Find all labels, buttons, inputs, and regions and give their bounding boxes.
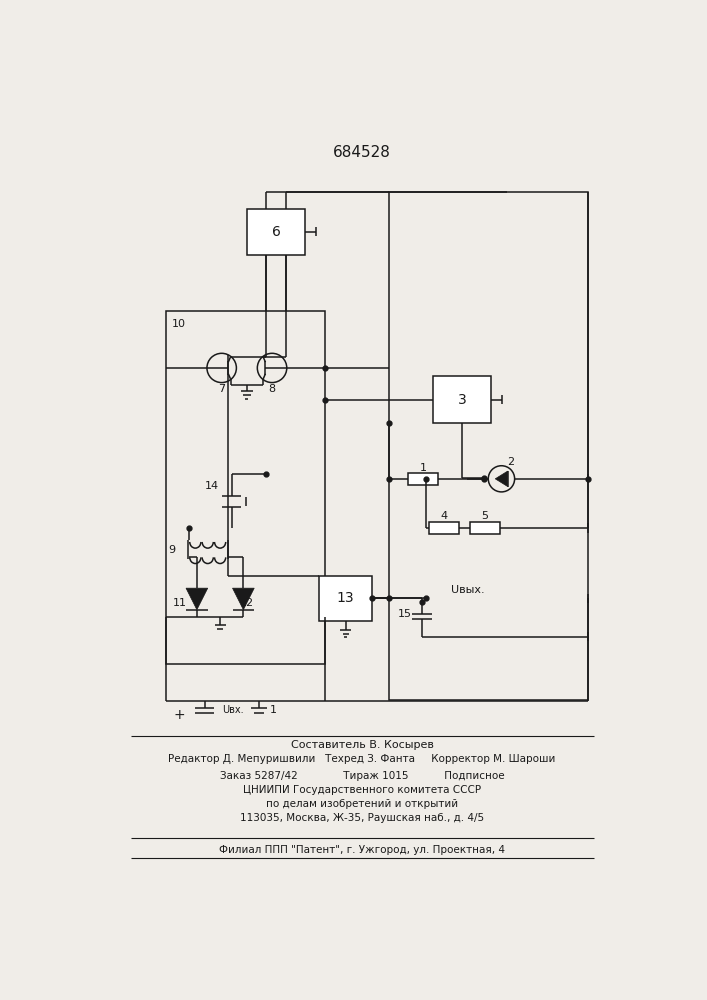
Bar xyxy=(409,473,438,485)
Text: 15: 15 xyxy=(397,609,411,619)
Text: Uвх.: Uвх. xyxy=(222,705,243,715)
Text: 4: 4 xyxy=(440,511,448,521)
Text: по делам изобретений и открытий: по делам изобретений и открытий xyxy=(266,799,458,809)
Bar xyxy=(433,376,491,423)
Text: 11: 11 xyxy=(173,598,187,608)
Text: Заказ 5287/42              Тираж 1015           Подписное: Заказ 5287/42 Тираж 1015 Подписное xyxy=(220,771,504,781)
Text: 7: 7 xyxy=(218,384,226,394)
Text: 14: 14 xyxy=(205,481,219,491)
Text: Филиал ППП "Патент", г. Ужгород, ул. Проектная, 4: Филиал ППП "Патент", г. Ужгород, ул. Про… xyxy=(219,845,505,855)
Text: 10: 10 xyxy=(172,319,186,329)
Bar xyxy=(389,192,588,700)
Bar xyxy=(166,311,325,664)
Text: 113035, Москва, Ж-35, Раушская наб., д. 4/5: 113035, Москва, Ж-35, Раушская наб., д. … xyxy=(240,813,484,823)
Bar xyxy=(320,576,372,620)
Text: ЦНИИПИ Государственного комитета СССР: ЦНИИПИ Государственного комитета СССР xyxy=(243,785,481,795)
Bar xyxy=(247,209,305,255)
Text: 2: 2 xyxy=(507,457,514,467)
Polygon shape xyxy=(186,588,208,610)
Polygon shape xyxy=(495,471,508,487)
Text: Uвых.: Uвых. xyxy=(451,585,485,595)
Text: Составитель В. Косырев: Составитель В. Косырев xyxy=(291,740,433,750)
Text: 9: 9 xyxy=(168,545,175,555)
Text: 5: 5 xyxy=(481,511,489,521)
Polygon shape xyxy=(233,588,255,610)
Bar xyxy=(429,522,459,534)
Text: Редактор Д. Мепуришвили   Техред З. Фанта     Корректор М. Шароши: Редактор Д. Мепуришвили Техред З. Фанта … xyxy=(168,754,556,764)
Text: 6: 6 xyxy=(272,225,281,239)
Text: 13: 13 xyxy=(337,591,354,605)
Text: 3: 3 xyxy=(458,393,467,407)
Text: 1: 1 xyxy=(270,705,276,715)
Text: 684528: 684528 xyxy=(333,145,391,160)
Text: 1: 1 xyxy=(420,463,427,473)
Text: +: + xyxy=(174,708,185,722)
Bar xyxy=(470,522,500,534)
Text: 8: 8 xyxy=(269,384,276,394)
Text: 12: 12 xyxy=(240,598,255,608)
